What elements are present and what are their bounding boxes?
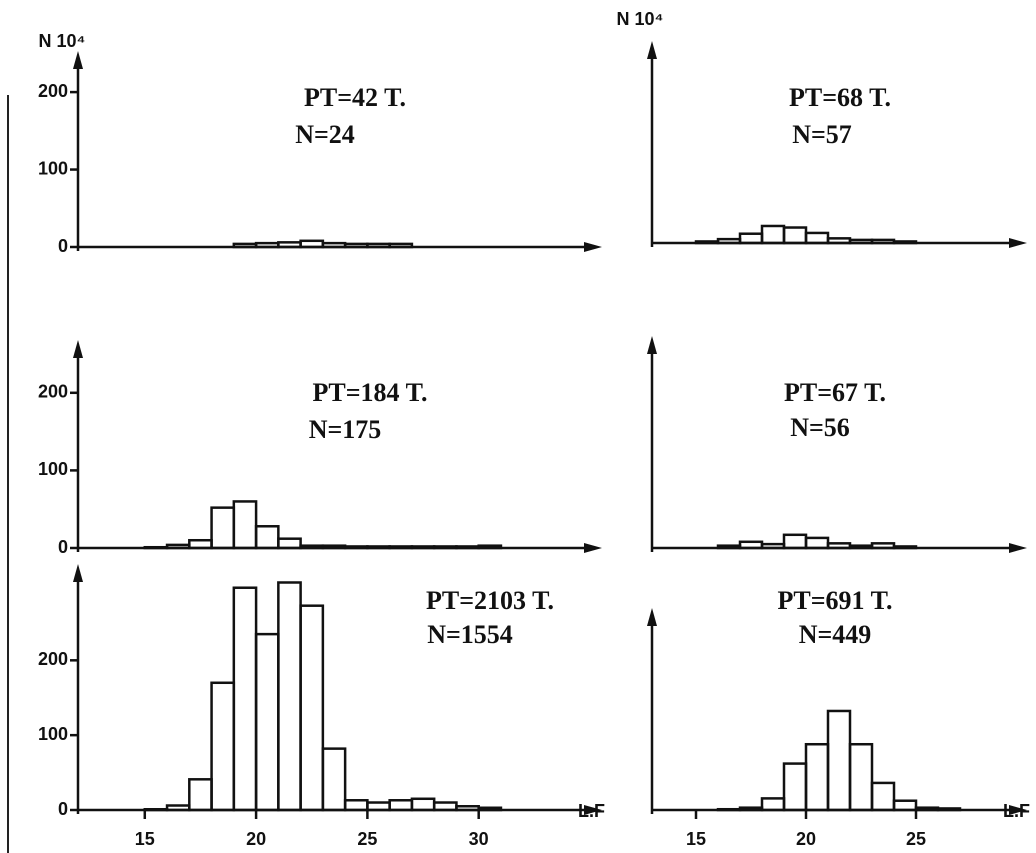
x-tick-label: 25 — [357, 829, 377, 849]
bar — [870, 781, 896, 812]
bar — [804, 742, 830, 812]
bar — [210, 681, 236, 812]
y-tick-label: 100 — [38, 459, 68, 479]
bar — [760, 797, 786, 812]
bar — [388, 799, 414, 812]
bar — [782, 762, 808, 812]
x-axis-arrow — [584, 543, 602, 553]
x-axis-label: L.F — [578, 801, 605, 821]
annotation: PT=184 T. — [313, 378, 428, 407]
annotation: N=56 — [790, 413, 850, 442]
bar — [232, 586, 258, 812]
y-tick-label: 200 — [38, 382, 68, 402]
bar — [321, 747, 347, 812]
bar — [760, 224, 786, 245]
bar — [188, 778, 213, 812]
bar — [804, 536, 830, 550]
x-axis-arrow — [1009, 805, 1027, 815]
y-tick-label: 0 — [58, 236, 68, 256]
y-axis-arrow — [647, 608, 657, 626]
y-axis-arrow — [73, 564, 83, 582]
bar — [892, 799, 918, 812]
annotation: N=57 — [792, 120, 852, 149]
annotation: PT=67 T. — [784, 378, 886, 407]
y-axis-label: N 10⁴ — [617, 9, 664, 29]
annotation: PT=691 T. — [778, 586, 893, 615]
x-axis-arrow — [584, 242, 602, 252]
x-tick-label: 15 — [135, 829, 155, 849]
annotation: PT=68 T. — [789, 83, 891, 112]
x-tick-label: 20 — [796, 829, 816, 849]
bar — [277, 581, 302, 812]
bar — [410, 797, 436, 812]
annotation: PT=2103 T. — [426, 586, 554, 615]
y-axis-arrow — [647, 336, 657, 354]
annotation: N=1554 — [427, 620, 513, 649]
annotation: PT=42 T. — [304, 83, 406, 112]
y-tick-label: 0 — [58, 799, 68, 819]
bar — [782, 533, 808, 550]
y-axis-arrow — [647, 41, 657, 59]
bar — [826, 709, 852, 812]
y-tick-label: 200 — [38, 649, 68, 669]
bar — [782, 226, 808, 245]
x-tick-label: 15 — [686, 829, 706, 849]
bar — [254, 525, 280, 550]
y-tick-label: 200 — [38, 81, 68, 101]
annotation: N=175 — [309, 415, 382, 444]
bar — [804, 231, 830, 245]
bar — [232, 500, 258, 550]
y-axis-arrow — [73, 51, 83, 69]
y-axis-label: N 10⁴ — [39, 31, 86, 51]
x-axis-label: L.F — [1003, 801, 1030, 821]
x-tick-label: 25 — [906, 829, 926, 849]
bar — [738, 232, 764, 245]
bar — [277, 537, 302, 550]
x-axis-arrow — [1009, 543, 1027, 553]
bar — [254, 632, 280, 812]
annotation: N=24 — [295, 120, 355, 149]
y-tick-label: 0 — [58, 537, 68, 557]
annotation: N=449 — [799, 620, 872, 649]
x-tick-label: 20 — [246, 829, 266, 849]
bar — [848, 742, 874, 812]
y-axis-arrow — [73, 340, 83, 358]
x-axis-arrow — [1009, 238, 1027, 248]
y-tick-label: 100 — [38, 158, 68, 178]
y-tick-label: 100 — [38, 724, 68, 744]
bar — [210, 506, 236, 550]
x-tick-label: 30 — [469, 829, 489, 849]
bar — [343, 799, 369, 812]
bar — [299, 604, 325, 812]
x-axis-arrow — [584, 805, 602, 815]
